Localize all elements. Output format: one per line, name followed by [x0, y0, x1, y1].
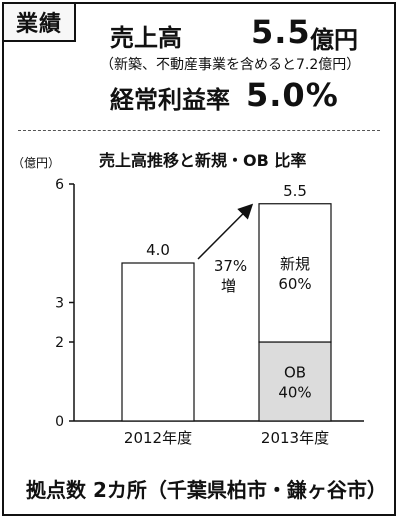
sales-note: （新築、不動産事業を含めると7.2億円）: [100, 57, 361, 73]
growth-arrow: [197, 203, 254, 260]
y-tick-label: 2: [55, 335, 64, 351]
section-divider: [18, 130, 380, 131]
operating-margin-value: 5.0%: [246, 76, 339, 114]
bar-2013-new: [258, 203, 332, 343]
bar-2012: [121, 262, 195, 422]
bar-total-label: 4.0: [146, 241, 170, 259]
y-tick-label: 6: [55, 177, 64, 193]
growth-pct: 37%: [214, 257, 247, 275]
sales-chart-svg: （億円） 売上高推移と新規・OB 比率 0 2 3 6 OB 40% 新規 60% 4.0 5.5…: [12, 151, 364, 447]
y-tick-label: 3: [55, 296, 64, 312]
footer-locations: 拠点数 2カ所（千葉県柏市・鎌ヶ谷市）: [26, 478, 387, 502]
growth-word: 増: [221, 277, 236, 295]
sales-unit: 億円: [310, 26, 358, 54]
sales-label: 売上高: [110, 24, 182, 52]
chart-title: 売上高推移と新規・OB 比率: [99, 151, 306, 170]
sales-chart: （億円） 売上高推移と新規・OB 比率 0 2 3 6 OB 40% 新規 60% 4.0 5.5…: [4, 144, 398, 464]
x-tick-label: 2013年度: [261, 429, 329, 447]
chart-ylabel: （億円）: [12, 156, 60, 170]
y-tick-label: 0: [55, 414, 64, 430]
performance-panel: 業績 売上高 5.5 億円 （新築、不動産事業を含めると7.2億円） 経常利益率…: [2, 2, 396, 516]
segment-label-pct: 60%: [278, 275, 311, 293]
x-tick-label: 2012年度: [124, 429, 192, 447]
bar-2013-ob: [258, 341, 332, 422]
sales-value: 5.5: [251, 13, 311, 51]
bar-total-label: 5.5: [283, 182, 307, 200]
segment-label-name: 新規: [280, 255, 310, 273]
segment-label-name: OB: [284, 364, 306, 382]
operating-margin-label: 経常利益率: [110, 86, 230, 114]
segment-label-pct: 40%: [278, 384, 311, 402]
section-badge: 業績: [4, 4, 76, 42]
